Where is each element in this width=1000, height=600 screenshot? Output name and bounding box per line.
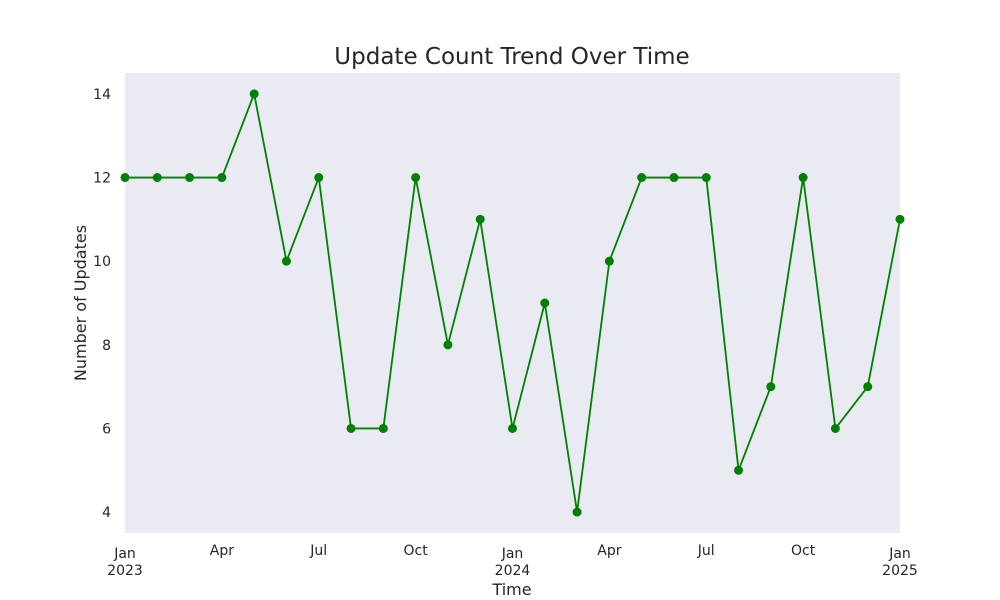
data-point-marker [217,173,227,183]
x-tick-label: Jan [501,546,524,562]
data-point-marker [637,173,647,183]
x-tick-year-label: 2025 [882,563,918,579]
chart-title: Update Count Trend Over Time [334,44,689,70]
y-tick-label: 14 [93,87,111,103]
data-point-marker [766,382,776,392]
y-tick-label: 6 [102,421,111,437]
x-tick-label: Apr [210,543,234,559]
y-tick-label: 4 [102,505,111,521]
x-tick-label: Jul [697,543,715,559]
y-tick-label: 10 [93,254,111,270]
x-tick-label: Apr [597,543,621,559]
x-tick-label: Oct [404,543,429,559]
data-point-marker [798,173,808,183]
y-tick-label: 12 [93,171,111,187]
data-point-marker [895,214,905,224]
data-point-marker [249,89,259,99]
data-point-marker [378,423,388,433]
data-point-marker [281,256,291,266]
y-axis-label: Number of Updates [71,225,90,381]
x-tick-year-label: 2023 [107,563,143,579]
data-point-marker [152,173,162,183]
data-point-marker [830,423,840,433]
series-markers [120,89,905,517]
data-point-marker [120,173,130,183]
data-point-marker [443,340,453,350]
data-point-marker [185,173,195,183]
x-tick-label: Jan [888,546,911,562]
data-point-marker [346,423,356,433]
data-point-marker [540,298,550,308]
plot-area [125,73,900,533]
x-tick-year-label: 2024 [495,563,531,579]
data-point-marker [314,173,324,183]
y-axis-ticks: 4 6 8 10 12 14 [93,87,111,521]
data-point-marker [701,173,711,183]
x-tick-label: Jan [113,546,136,562]
data-point-marker [411,173,421,183]
data-point-marker [572,507,582,517]
data-point-marker [604,256,614,266]
x-tick-label: Jul [309,543,327,559]
data-point-marker [508,423,517,433]
data-point-marker [863,382,873,392]
data-point-marker [669,173,679,183]
x-axis-label: Time [491,580,531,599]
data-point-marker [475,214,485,224]
y-tick-label: 8 [102,338,111,354]
data-point-marker [734,465,744,475]
x-tick-label: Oct [791,543,816,559]
